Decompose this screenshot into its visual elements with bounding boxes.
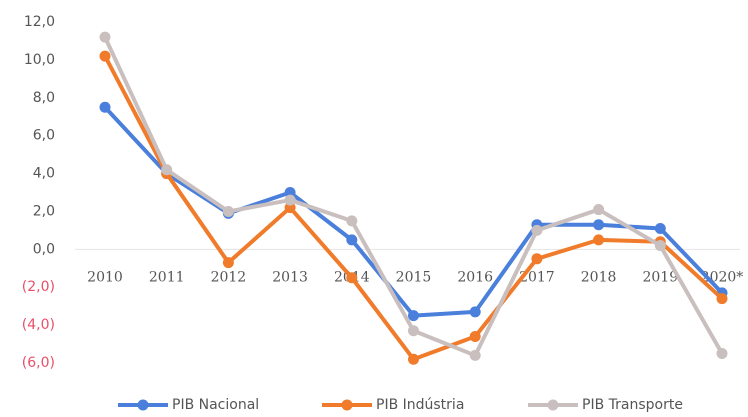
y-tick-label: (6,0)	[22, 355, 55, 371]
point	[346, 272, 358, 284]
point	[346, 215, 358, 227]
point	[408, 325, 419, 337]
legend-label: PIB Indústria	[376, 397, 464, 413]
point	[99, 50, 111, 62]
y-tick-label: 10,0	[24, 52, 55, 68]
y-tick-label: 12,0	[24, 14, 55, 30]
x-tick-label: 2011	[149, 269, 185, 285]
legend-marker	[341, 399, 353, 411]
legend-marker	[547, 399, 559, 411]
y-tick-label: 0,0	[33, 241, 55, 257]
x-tick-label: 2019	[642, 269, 678, 285]
point	[593, 234, 605, 246]
y-tick-label: 6,0	[33, 128, 55, 144]
point	[161, 164, 173, 176]
point	[284, 194, 296, 206]
point	[408, 310, 419, 322]
point	[284, 187, 296, 198]
series-line	[103, 36, 724, 358]
point	[593, 204, 605, 216]
legend-label: PIB Transporte	[582, 397, 683, 413]
point	[99, 101, 111, 113]
point	[469, 330, 481, 342]
y-tick-label: 4,0	[33, 166, 55, 182]
point	[654, 222, 666, 234]
point	[346, 234, 358, 246]
point	[716, 348, 728, 360]
x-tick-label: 2016	[457, 269, 493, 285]
point	[531, 224, 543, 236]
point	[99, 31, 111, 43]
y-tick-label: (4,0)	[22, 317, 55, 333]
point	[222, 205, 234, 217]
legend-label: PIB Nacional	[172, 397, 259, 413]
point	[531, 253, 543, 265]
x-tick-label: 2017	[519, 269, 555, 285]
y-tick-label: 8,0	[33, 90, 55, 106]
point	[408, 353, 419, 365]
point	[593, 219, 605, 231]
x-tick-label: 2018	[581, 269, 617, 285]
x-tick-label: 2010	[87, 269, 123, 285]
x-tick-label: 2013	[272, 269, 308, 285]
point	[284, 202, 296, 214]
point	[222, 257, 234, 269]
point	[654, 240, 666, 252]
x-tick-label: 2012	[211, 269, 247, 285]
point	[469, 306, 481, 318]
y-tick-label: (2,0)	[22, 279, 55, 295]
legend-marker	[137, 399, 149, 411]
point	[716, 293, 728, 305]
x-tick-label: 2015	[396, 269, 432, 285]
y-tick-label: 2,0	[33, 203, 55, 219]
point	[469, 349, 481, 361]
